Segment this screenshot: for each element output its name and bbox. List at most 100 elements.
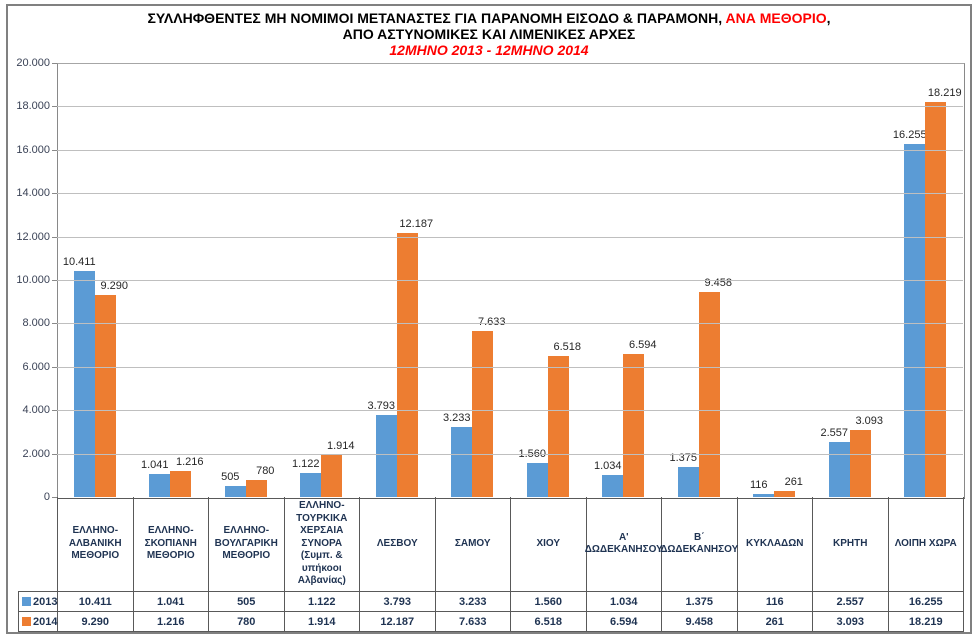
title-line1-tail: ,	[826, 10, 831, 26]
bar-value-label: 261	[784, 476, 803, 489]
legend-cell-2014: 2014	[19, 612, 58, 632]
category-label: ΕΛΛΗΝΟ- ΤΟΥΡΚΙΚΑ ΧΕΡΣΑΙΑ ΣΥΝΟΡΑ (Συμπ. & υπήκ…	[285, 497, 360, 591]
bar-2014	[849, 429, 871, 497]
y-axis-tick	[52, 410, 57, 412]
bar-value-label: 18.219	[927, 86, 962, 99]
bar-2013	[828, 441, 850, 497]
bar-value-label: 1.122	[291, 457, 320, 470]
y-axis-label: 18.000	[16, 100, 50, 113]
grid-line	[57, 106, 963, 108]
y-axis-tick	[52, 149, 57, 151]
legend-label-2014: 2014	[33, 615, 58, 628]
grid-line	[57, 280, 963, 281]
bar-2013	[753, 494, 775, 497]
table-value-cell: 1.034	[586, 592, 662, 612]
y-axis-tick	[52, 497, 57, 498]
chart-frame: ΣΥΛΛΗΦΘΕΝΤΕΣ ΜΗ ΝΟΜΙΜΟΙ ΜΕΤΑΝΑΣΤΕΣ ΓΙΑ Π…	[6, 4, 972, 634]
bar-2013	[375, 414, 397, 497]
y-axis-label: 20.000	[16, 57, 50, 69]
y-axis-label: 8.000	[22, 317, 50, 330]
table-value-cell: 3.093	[813, 612, 889, 632]
y-axis-tick	[52, 106, 57, 108]
y-axis-tick	[52, 323, 57, 325]
bar-value-label: 2.557	[820, 426, 849, 439]
table-value-cell: 1.041	[133, 592, 209, 612]
y-axis-tick	[52, 366, 57, 368]
bar-2014	[170, 470, 192, 497]
category-label: Β΄ ΔΩΔΕΚΑΝΗΣΟΥ	[660, 497, 738, 591]
table-value-cell: 3.233	[435, 592, 511, 612]
y-axis-label: 12.000	[16, 230, 50, 243]
table-value-cell: 2.557	[813, 592, 889, 612]
category-label: Α' ΔΩΔΕΚΑΝΗΣΟΥ	[585, 497, 663, 591]
grid-line	[57, 149, 963, 151]
plot-area	[57, 63, 965, 499]
bar-value-label: 10.411	[62, 256, 96, 269]
data-table: 2013 10.411 1.041 505 1.122 3.793 3.233 1.560 1.…	[18, 591, 964, 632]
legend-label-2013: 2013	[33, 595, 58, 608]
bar-2014	[925, 101, 947, 497]
bar-value-label: 1.914	[326, 440, 355, 453]
grid-line	[57, 410, 963, 412]
grid-line	[57, 366, 963, 368]
bar-2014	[396, 232, 418, 497]
chart-title-line2: ΑΠΟ ΑΣΤΥΝΟΜΙΚΕΣ ΚΑΙ ΛΙΜΕΝΙΚΕΣ ΑΡΧΕΣ	[342, 26, 636, 42]
table-value-cell: 1.560	[511, 592, 587, 612]
table-value-cell: 18.219	[888, 612, 964, 632]
chart-title-line1: ΣΥΛΛΗΦΘΕΝΤΕΣ ΜΗ ΝΟΜΙΜΟΙ ΜΕΤΑΝΑΣΤΕΣ ΓΙΑ Π…	[8, 10, 970, 26]
category-label: ΕΛΛΗΝΟ- ΑΛΒΑΝΙΚΗ ΜΕΘΟΡΙΟ	[58, 497, 134, 591]
table-value-cell: 1.122	[284, 592, 360, 612]
bar-value-label: 3.233	[442, 411, 471, 424]
bar-2014	[94, 295, 116, 497]
bar-value-label: 6.594	[628, 338, 657, 351]
bar-value-label: 1.041	[140, 459, 169, 472]
table-value-cell: 12.187	[360, 612, 436, 632]
bar-2013	[602, 474, 624, 497]
title-line1-black: ΣΥΛΛΗΦΘΕΝΤΕΣ ΜΗ ΝΟΜΙΜΟΙ ΜΕΤΑΝΑΣΤΕΣ ΓΙΑ Π…	[147, 10, 726, 26]
bar-value-label: 1.034	[593, 459, 622, 472]
category-label: ΧΙΟΥ	[511, 497, 587, 591]
bar-value-label: 3.093	[855, 414, 884, 427]
category-label: ΣΑΜΟΥ	[436, 497, 511, 591]
table-value-cell: 1.216	[133, 612, 209, 632]
table-value-cell: 9.458	[662, 612, 738, 632]
bar-value-label: 1.216	[175, 455, 204, 468]
y-axis-label: 4.000	[22, 404, 50, 417]
table-value-cell: 10.411	[58, 592, 134, 612]
bar-2013	[526, 463, 548, 497]
y-axis-tick	[52, 453, 57, 455]
bar-2013	[300, 472, 322, 497]
bar-value-label: 12.187	[399, 217, 434, 230]
category-label: ΚΡΗΤΗ	[813, 497, 889, 591]
grid-line	[57, 236, 963, 238]
chart-subtitle: 12ΜΗΝΟ 2013 - 12ΜΗΝΟ 2014	[389, 42, 589, 58]
bar-2013	[224, 486, 246, 497]
table-value-cell: 7.633	[435, 612, 511, 632]
legend-cell-2013: 2013	[19, 592, 58, 612]
table-value-cell: 261	[737, 612, 813, 632]
y-axis-tick	[52, 63, 57, 64]
table-value-cell: 3.793	[360, 592, 436, 612]
bar-value-label: 7.633	[477, 316, 506, 329]
bar-2013	[904, 144, 926, 497]
table-value-cell: 780	[209, 612, 285, 632]
table-value-cell: 16.255	[888, 592, 964, 612]
category-label: ΚΥΚΛΑΔΩΝ	[738, 497, 813, 591]
y-axis-label: 2.000	[22, 447, 50, 460]
grid-line	[57, 193, 963, 195]
y-axis-tick	[52, 193, 57, 195]
bar-2013	[73, 271, 95, 497]
y-axis-label: 0	[43, 491, 50, 503]
bar-2013	[677, 467, 699, 497]
bar-2014	[774, 491, 796, 497]
bar-2013	[451, 426, 473, 497]
bar-value-label: 6.518	[553, 340, 582, 353]
grid-line	[57, 323, 963, 325]
bar-2014	[698, 291, 720, 497]
bar-2014	[623, 353, 645, 497]
y-axis-tick	[52, 236, 57, 238]
bar-value-label: 3.793	[367, 399, 396, 412]
bar-value-label: 1.560	[518, 448, 546, 461]
category-label: ΕΛΛΗΝΟ- ΒΟΥΛΓΑΡΙΚΗ ΜΕΘΟΡΙΟ	[209, 497, 285, 591]
